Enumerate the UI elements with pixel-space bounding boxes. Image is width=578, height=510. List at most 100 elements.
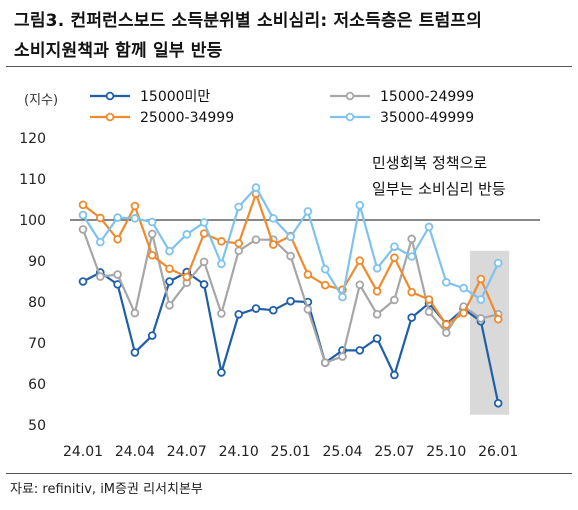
y-tick-label-120: 120 <box>19 131 46 147</box>
data-point-4-15 <box>338 292 347 302</box>
data-point-2-19 <box>407 234 417 244</box>
data-point-1-18 <box>390 370 399 380</box>
data-point-3-1 <box>96 213 105 223</box>
x-tick-label-24.04: 24.04 <box>115 444 155 460</box>
data-point-3-13 <box>303 270 313 279</box>
data-point-3-18 <box>390 253 399 263</box>
data-point-2-5 <box>165 300 174 310</box>
data-point-2-0 <box>78 225 88 234</box>
x-tick-label-24.10: 24.10 <box>219 444 259 460</box>
data-point-4-3 <box>130 214 140 223</box>
y-tick-label-70: 70 <box>28 336 46 352</box>
data-point-2-1 <box>96 272 105 281</box>
data-point-2-17 <box>372 309 382 319</box>
data-point-2-7 <box>199 257 209 267</box>
data-point-3-21 <box>441 320 451 329</box>
data-point-2-13 <box>303 305 313 314</box>
data-point-4-16 <box>355 200 365 210</box>
data-point-4-6 <box>182 230 192 239</box>
figure-title: 그림3. 컨퍼런스보드 소득분위별 소비심리: 저소득층은 트럼프의 소비지원책… <box>14 6 574 66</box>
x-tick-label-24.07: 24.07 <box>167 444 207 460</box>
data-point-4-23 <box>476 295 486 304</box>
data-point-3-11 <box>268 240 278 249</box>
data-point-2-3 <box>130 308 140 318</box>
data-point-4-14 <box>320 264 330 274</box>
data-point-2-2 <box>113 270 122 279</box>
data-point-3-0 <box>78 200 88 210</box>
data-point-3-6 <box>182 272 192 282</box>
data-point-3-4 <box>147 250 157 260</box>
legend-label-3: 25000-34999 <box>140 110 234 126</box>
data-point-4-13 <box>303 207 313 216</box>
x-tick-label-25.04: 25.04 <box>322 444 362 460</box>
data-point-3-22 <box>459 308 468 318</box>
data-point-3-5 <box>165 264 174 274</box>
data-point-2-16 <box>355 280 365 290</box>
data-point-2-4 <box>147 229 157 239</box>
data-point-1-8 <box>217 368 226 377</box>
data-point-1-16 <box>355 346 365 355</box>
legend-marker-3 <box>105 112 115 122</box>
data-point-1-7 <box>199 280 209 289</box>
data-point-4-18 <box>390 242 399 251</box>
data-point-4-2 <box>113 213 122 222</box>
data-point-2-9 <box>234 246 244 256</box>
data-point-1-5 <box>165 277 174 286</box>
title-divider <box>6 66 572 67</box>
source-note: 자료: refinitiv, iM증권 리서치본부 <box>10 482 203 497</box>
data-point-1-3 <box>130 348 140 357</box>
data-point-4-11 <box>268 214 278 223</box>
data-point-3-17 <box>372 287 382 296</box>
data-point-4-17 <box>372 264 382 273</box>
legend-marker-1 <box>105 91 115 101</box>
series-4 <box>78 183 503 304</box>
data-point-4-9 <box>234 202 244 212</box>
legend: 15000미만 15000-24999 25000-34999 35000-49999 <box>90 89 474 126</box>
line-chart: (지수) 50 60 70 80 90 100 110 120 24.01 24.04 24.07 24… <box>19 89 540 460</box>
data-point-3-16 <box>355 256 365 265</box>
series-1 <box>78 267 503 408</box>
data-point-4-8 <box>217 259 226 269</box>
data-point-4-12 <box>286 232 295 242</box>
series-line-4 <box>82 186 500 301</box>
series-layer <box>78 183 503 408</box>
data-point-3-24 <box>493 314 503 324</box>
legend-item-2: 15000-24999 <box>330 89 474 105</box>
series-2 <box>78 225 503 367</box>
x-tick-label-25.01: 25.01 <box>271 444 311 460</box>
data-point-4-4 <box>147 217 157 227</box>
legend-label-4: 35000-49999 <box>380 110 474 126</box>
data-point-3-20 <box>424 295 434 304</box>
x-tick-label-25.10: 25.10 <box>426 444 466 460</box>
y-tick-label-100: 100 <box>19 213 46 229</box>
data-point-3-23 <box>476 274 486 284</box>
data-point-4-0 <box>78 210 88 220</box>
data-point-2-23 <box>476 314 486 323</box>
data-point-2-14 <box>320 358 330 367</box>
data-point-4-24 <box>493 258 503 268</box>
y-tick-label-50: 50 <box>28 418 46 434</box>
data-point-2-8 <box>217 309 226 318</box>
data-point-1-17 <box>372 334 382 343</box>
data-point-3-9 <box>234 239 244 248</box>
legend-item-3: 25000-34999 <box>90 110 234 126</box>
data-point-3-8 <box>217 237 226 246</box>
data-point-2-15 <box>338 352 347 361</box>
legend-marker-2 <box>345 91 355 101</box>
data-point-1-9 <box>234 309 244 319</box>
legend-label-1: 15000미만 <box>140 89 210 105</box>
data-point-3-2 <box>113 234 122 244</box>
y-tick-label-90: 90 <box>28 254 46 270</box>
annotation-line-2: 일부는 소비심리 반등 <box>372 180 506 198</box>
data-point-4-10 <box>251 183 261 192</box>
x-tick-label-26.01: 26.01 <box>478 444 518 460</box>
data-point-2-21 <box>441 328 451 338</box>
data-point-3-3 <box>130 201 140 211</box>
highlight-layer <box>469 250 510 415</box>
data-point-2-12 <box>286 251 295 261</box>
legend-marker-4 <box>345 112 355 122</box>
x-tick-label-24.01: 24.01 <box>63 444 103 460</box>
legend-item-4: 35000-49999 <box>330 110 474 126</box>
data-point-4-1 <box>96 237 105 247</box>
